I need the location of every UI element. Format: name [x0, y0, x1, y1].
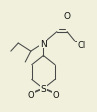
- Text: O: O: [53, 90, 59, 99]
- Text: O: O: [64, 12, 71, 21]
- Text: O: O: [27, 90, 34, 99]
- Text: S: S: [41, 84, 46, 93]
- Text: N: N: [40, 39, 47, 48]
- Text: Cl: Cl: [78, 41, 86, 50]
